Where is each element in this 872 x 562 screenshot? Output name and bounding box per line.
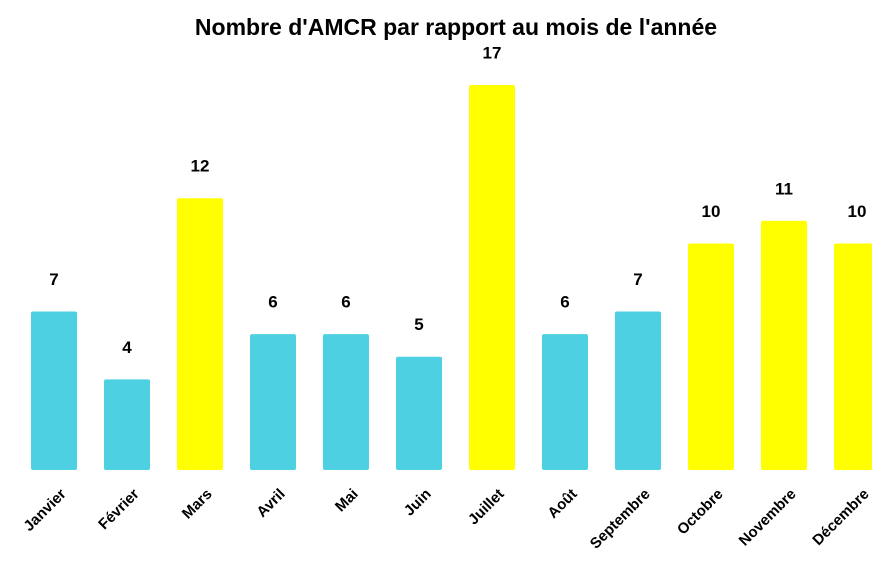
bar <box>31 311 77 470</box>
x-tick-label: Septembre <box>587 486 654 553</box>
value-label: 6 <box>268 293 277 312</box>
bar <box>177 198 223 470</box>
bar <box>542 334 588 470</box>
bar <box>323 334 369 470</box>
value-label: 6 <box>560 293 569 312</box>
bar <box>834 243 872 470</box>
value-label: 5 <box>414 315 423 334</box>
value-label: 7 <box>49 270 58 289</box>
value-label: 11 <box>775 179 793 198</box>
bar <box>688 243 734 470</box>
value-label: 17 <box>483 43 502 62</box>
x-tick-label: Mai <box>332 486 362 516</box>
x-tick-label: Mars <box>179 486 216 523</box>
x-tick-label: Janvier <box>20 486 69 535</box>
x-tick-label: Avril <box>253 486 288 521</box>
x-tick-label: Juillet <box>465 486 508 529</box>
value-label: 6 <box>341 293 350 312</box>
bar <box>615 311 661 470</box>
x-tick-label: Juin <box>401 486 435 520</box>
value-label: 4 <box>122 338 132 357</box>
bar <box>250 334 296 470</box>
x-tick-label: Décembre <box>809 486 872 549</box>
bar <box>761 220 807 470</box>
x-tick-label: Août <box>544 486 580 522</box>
bar <box>104 379 150 470</box>
value-label: 12 <box>191 157 210 176</box>
value-label: 10 <box>848 202 867 221</box>
x-tick-label: Février <box>95 486 143 534</box>
chart-title: Nombre d'AMCR par rapport au mois de l'a… <box>195 14 717 40</box>
value-label: 10 <box>702 202 721 221</box>
x-tick-label: Octobre <box>674 486 727 539</box>
bar <box>469 85 515 470</box>
value-label: 7 <box>633 270 642 289</box>
x-tick-label: Novembre <box>736 486 800 550</box>
bar <box>396 356 442 470</box>
